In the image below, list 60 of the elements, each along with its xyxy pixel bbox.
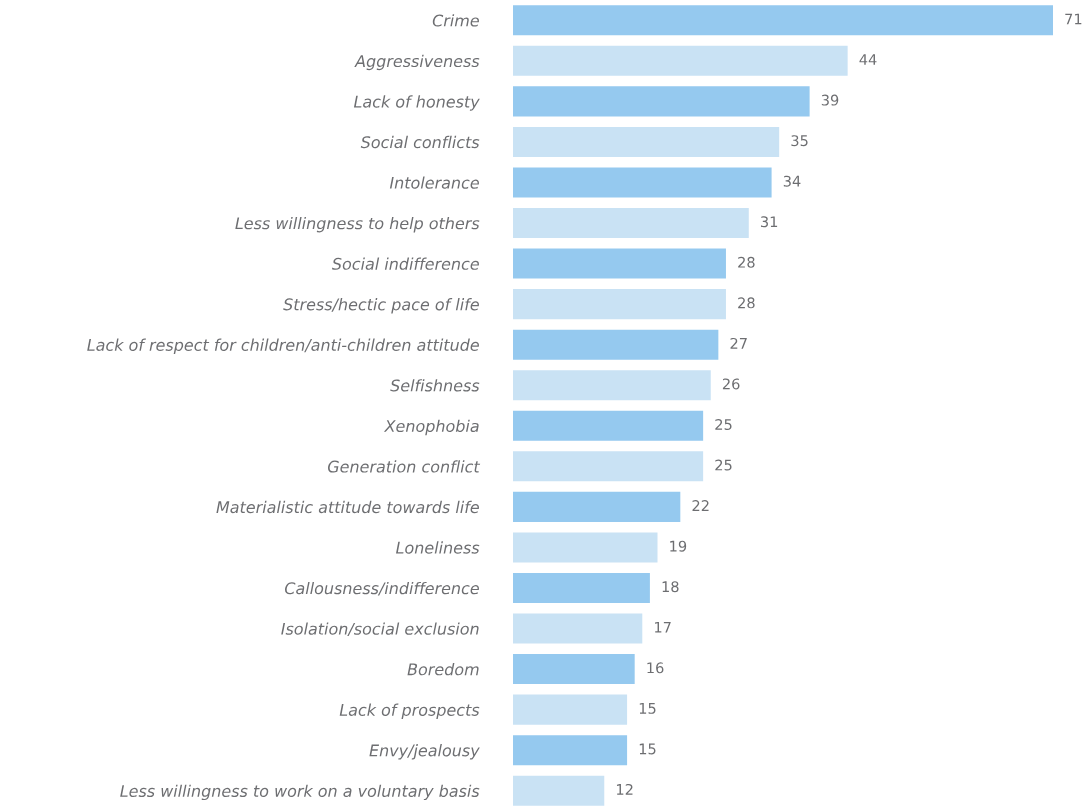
y-tick-label: Materialistic attitude towards life [216, 500, 479, 514]
data-label: 25 [715, 459, 732, 471]
bar [513, 735, 628, 766]
data-label: 71 [1065, 13, 1082, 25]
bar [513, 410, 704, 441]
data-label: 35 [791, 135, 808, 147]
y-tick-label: Social indifference [331, 257, 479, 270]
y-tick-label: Selfishness [390, 379, 480, 392]
bar [513, 694, 628, 725]
bar [513, 289, 726, 320]
bar [513, 329, 719, 360]
data-label: 28 [738, 256, 755, 268]
y-tick-label: Less willingness to work on a voluntary basis [120, 784, 480, 801]
bar [513, 613, 643, 644]
y-tick-label: Social conflicts [360, 135, 480, 149]
bar [513, 775, 605, 806]
data-label: 19 [670, 540, 687, 552]
bar [513, 126, 780, 157]
data-label: 17 [655, 621, 671, 633]
data-label: 28 [738, 297, 755, 309]
data-label: 27 [730, 337, 747, 349]
y-tick-label: Stress/hectic pace of life [283, 298, 479, 314]
y-tick-label: Aggressiveness [354, 54, 480, 71]
y-tick-label: Boredom [407, 663, 479, 676]
y-tick-label: Lack of prospects [339, 703, 480, 720]
y-tick-label: Generation conflict [327, 460, 481, 473]
data-label: 15 [639, 703, 656, 714]
data-label: 22 [692, 500, 709, 511]
y-tick-label: Less willingness to help others [235, 216, 480, 233]
data-label: 39 [821, 94, 839, 106]
bar [513, 370, 711, 401]
bar [513, 451, 704, 482]
bar [513, 5, 1053, 36]
bar [513, 532, 658, 563]
y-tick-label: Lack of respect for children/anti-children attitude [87, 338, 479, 355]
y-tick-label: Isolation/social exclusion [281, 622, 479, 637]
y-tick-label: Xenophobia [383, 419, 479, 436]
y-tick-label: Envy/jealousy [369, 744, 480, 760]
bar [513, 491, 681, 522]
data-label: 26 [722, 378, 740, 390]
data-label: 31 [761, 216, 778, 228]
bar [513, 167, 772, 198]
data-label: 44 [859, 54, 877, 65]
data-label: 15 [639, 743, 656, 755]
data-label: 25 [715, 418, 732, 431]
y-tick-label: Loneliness [396, 541, 480, 554]
data-label: 16 [647, 662, 664, 674]
y-tick-label: Lack of honesty [353, 95, 480, 111]
y-tick-label: Intolerance [389, 176, 479, 189]
bar [513, 654, 635, 685]
bar [513, 248, 726, 279]
y-tick-label: Callousness/indifference [285, 581, 479, 596]
bar [513, 572, 650, 603]
bar [513, 208, 749, 239]
bar [513, 45, 848, 76]
bar [513, 86, 810, 117]
data-label: 12 [616, 783, 633, 795]
data-label: 34 [783, 175, 801, 187]
y-tick-label: Crime [432, 14, 479, 27]
data-label: 18 [662, 581, 679, 593]
